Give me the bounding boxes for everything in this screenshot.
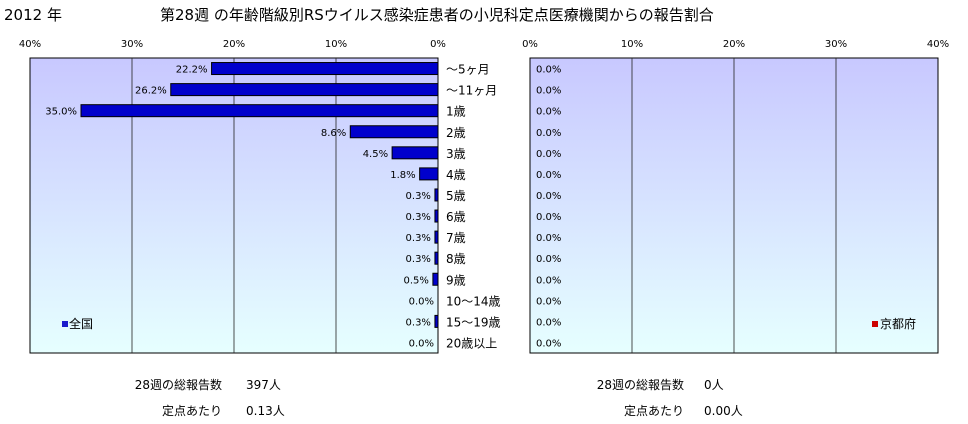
national-data-label: 0.3%	[406, 233, 431, 244]
national-legend-label: 全国	[69, 316, 93, 331]
kyoto-legend-swatch	[872, 321, 878, 327]
national-category-label: ～5ヶ月	[446, 63, 490, 77]
national-legend: 全国	[62, 316, 93, 331]
national-category-label: 10～14歳	[446, 294, 501, 308]
kyoto-data-label: 0.0%	[536, 107, 561, 118]
kyoto-per-label: 定点あたり	[624, 403, 684, 418]
national-tick-label: 30%	[121, 39, 143, 50]
kyoto-total-label: 28週の総報告数	[597, 377, 684, 392]
kyoto-legend-label: 京都府	[880, 316, 916, 331]
national-footer: 28週の総報告数 397人 定点あたり 0.13人	[135, 377, 285, 418]
national-category-label: 15～19歳	[446, 315, 501, 329]
kyoto-data-label: 0.0%	[536, 128, 561, 139]
national-tick-label: 20%	[223, 39, 245, 50]
national-data-label: 26.2%	[135, 86, 167, 97]
national-data-label: 22.2%	[176, 65, 208, 76]
national-total-label: 28週の総報告数	[135, 377, 222, 392]
kyoto-footer: 28週の総報告数 0人 定点あたり 0.00人	[597, 377, 743, 418]
national-bar	[391, 146, 439, 160]
kyoto-data-label: 0.0%	[536, 338, 561, 349]
national-category-label: 1歳	[446, 105, 466, 119]
national-per-label: 定点あたり	[162, 403, 222, 418]
national-data-label: 8.6%	[321, 128, 346, 139]
kyoto-data-label: 0.0%	[536, 86, 561, 97]
national-bar	[349, 125, 439, 139]
kyoto-data-label: 0.0%	[536, 296, 561, 307]
national-data-label: 35.0%	[45, 107, 77, 118]
national-data-label: 0.3%	[406, 317, 431, 328]
kyoto-data-label: 0.0%	[536, 191, 561, 202]
national-category-label: ～11ヶ月	[446, 84, 497, 98]
kyoto-data-label: 0.0%	[536, 65, 561, 76]
national-bar	[434, 188, 439, 202]
national-tick-label: 10%	[325, 39, 347, 50]
national-total-value: 397人	[246, 378, 281, 392]
national-data-label: 0.0%	[409, 338, 434, 349]
national-bar	[432, 272, 439, 286]
national-tick-label: 0%	[430, 39, 446, 50]
national-category-label: 6歳	[446, 210, 466, 224]
kyoto-tick-label: 20%	[723, 39, 745, 50]
national-category-label: 5歳	[446, 189, 466, 203]
kyoto-legend: 京都府	[872, 316, 916, 331]
kyoto-gridlines	[631, 58, 837, 353]
kyoto-tick-label: 0%	[522, 39, 538, 50]
kyoto-tick-label: 40%	[927, 39, 949, 50]
kyoto-chart: 0% 10% 20% 30% 40% 0.0%0.0%0.0%0.0%0.0%0.0%0…	[522, 39, 949, 354]
page-title: 第28週 の年齢階級別RSウイルス感染症患者の小児科定点医療機関からの報告割合	[160, 6, 714, 24]
national-data-label: 0.3%	[406, 212, 431, 223]
kyoto-tick-label: 30%	[825, 39, 847, 50]
kyoto-data-label: 0.0%	[536, 149, 561, 160]
national-chart: 40% 30% 20% 10% 0% 22.2% 26.2% 35.0% 8.6% 4.5%1.…	[19, 39, 501, 354]
kyoto-axis-ticks: 0% 10% 20% 30% 40%	[522, 39, 949, 50]
national-bar	[434, 230, 439, 244]
national-data-label: 0.3%	[406, 254, 431, 265]
year-label: 2012 年	[4, 6, 62, 24]
kyoto-tick-label: 10%	[621, 39, 643, 50]
national-data-labels: 22.2% 26.2% 35.0% 8.6% 4.5%1.8% 0.3% 0.3% 0.3% 0…	[45, 65, 434, 350]
national-tick-label: 40%	[19, 39, 41, 50]
national-category-label: 7歳	[446, 231, 466, 245]
kyoto-data-label: 0.0%	[536, 170, 561, 181]
kyoto-data-label: 0.0%	[536, 212, 561, 223]
national-data-label: 1.8%	[390, 170, 415, 181]
national-data-label: 4.5%	[363, 149, 388, 160]
kyoto-data-label: 0.0%	[536, 317, 561, 328]
national-bar	[434, 251, 439, 265]
kyoto-per-value: 0.00人	[704, 404, 743, 418]
national-per-value: 0.13人	[246, 404, 285, 418]
national-bar	[419, 167, 439, 181]
national-axis-ticks: 40% 30% 20% 10% 0%	[19, 39, 446, 50]
national-category-label: 9歳	[446, 273, 466, 287]
national-bar	[170, 83, 439, 97]
kyoto-data-label: 0.0%	[536, 275, 561, 286]
national-bar	[434, 314, 439, 328]
national-category-label: 4歳	[446, 168, 466, 182]
kyoto-total-value: 0人	[704, 378, 724, 392]
national-bar	[80, 104, 439, 118]
kyoto-data-label: 0.0%	[536, 233, 561, 244]
national-data-label: 0.3%	[406, 191, 431, 202]
national-category-label: 20歳以上	[446, 336, 497, 350]
national-category-label: 3歳	[446, 147, 466, 161]
kyoto-data-labels: 0.0% 0.0% 0.0% 0.0% 0.0% 0.0% 0.0% 0.0% 0.0% 0.0%…	[536, 65, 561, 350]
national-bar	[211, 62, 439, 76]
national-bars	[80, 62, 439, 328]
national-category-labels: ～5ヶ月 ～11ヶ月 1歳 2歳 3歳 4歳 5歳 6歳 7歳 8歳 9歳 10～14歳 15～19歳 2…	[446, 63, 501, 351]
national-category-label: 8歳	[446, 252, 466, 266]
national-bar	[434, 209, 439, 223]
national-data-label: 0.5%	[403, 275, 428, 286]
national-data-label: 0.0%	[409, 296, 434, 307]
national-legend-swatch	[62, 321, 68, 327]
national-category-label: 2歳	[446, 126, 466, 140]
kyoto-data-label: 0.0%	[536, 254, 561, 265]
